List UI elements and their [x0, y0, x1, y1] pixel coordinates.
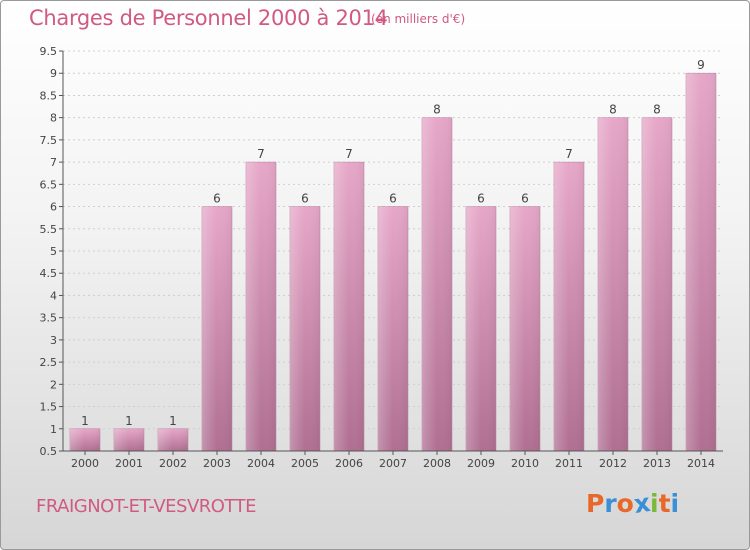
- bar-highlight: [158, 428, 188, 451]
- y-tick-label: 5: [50, 245, 57, 258]
- bar-value-label: 8: [609, 103, 617, 117]
- y-tick-label: 3.5: [40, 312, 58, 325]
- x-tick-label: 2002: [159, 457, 187, 470]
- x-tick-label: 2007: [379, 457, 407, 470]
- logo-letter: t: [658, 489, 671, 518]
- y-tick-label: 0.5: [40, 445, 58, 458]
- bar-highlight: [598, 117, 628, 452]
- x-tick-label: 2004: [247, 457, 275, 470]
- x-tick-label: 2003: [203, 457, 231, 470]
- y-tick-label: 8.5: [40, 89, 58, 102]
- y-tick-label: 3: [50, 334, 57, 347]
- bar-highlight: [422, 117, 452, 452]
- y-tick-label: 5.5: [40, 223, 58, 236]
- bar-highlight: [70, 428, 100, 451]
- logo-letter: o: [616, 489, 634, 518]
- y-tick-label: 6: [50, 201, 57, 214]
- bar-value-label: 6: [213, 192, 221, 206]
- x-tick-label: 2008: [423, 457, 451, 470]
- x-tick-label: 2001: [115, 457, 143, 470]
- y-tick-label: 8: [50, 112, 57, 125]
- y-tick-label: 2.5: [40, 356, 58, 369]
- bar-value-label: 9: [697, 58, 705, 72]
- bar-highlight: [334, 162, 364, 451]
- logo-letter: P: [586, 489, 605, 518]
- y-tick-label: 1: [50, 423, 57, 436]
- x-tick-label: 2009: [467, 457, 495, 470]
- bar-value-label: 1: [81, 414, 89, 428]
- bar-highlight: [290, 206, 320, 451]
- bar-value-label: 7: [345, 147, 353, 161]
- bar-highlight: [686, 73, 716, 451]
- y-tick-label: 2: [50, 378, 57, 391]
- y-tick-label: 1.5: [40, 401, 58, 414]
- x-tick-label: 2010: [511, 457, 539, 470]
- bar-value-label: 1: [169, 414, 177, 428]
- x-tick-label: 2013: [643, 457, 671, 470]
- y-tick-label: 9.5: [40, 45, 58, 58]
- proxiti-logo: Proxiti: [586, 488, 680, 519]
- bar-value-label: 8: [433, 103, 441, 117]
- chart-title: Charges de Personnel 2000 à 2014: [29, 6, 388, 30]
- x-tick-label: 2006: [335, 457, 363, 470]
- y-tick-label: 6.5: [40, 178, 58, 191]
- logo-letter: i: [670, 489, 680, 518]
- bar-value-label: 1: [125, 414, 133, 428]
- y-tick-label: 4.5: [40, 267, 58, 280]
- x-tick-label: 2011: [555, 457, 583, 470]
- bar-highlight: [554, 162, 584, 451]
- commune-name: FRAIGNOT-ET-VESVROTTE: [36, 496, 256, 517]
- bar-highlight: [114, 428, 144, 451]
- logo-letter: r: [604, 489, 617, 518]
- bar-value-label: 6: [301, 192, 309, 206]
- x-tick-label: 2005: [291, 457, 319, 470]
- bar-value-label: 6: [521, 192, 529, 206]
- bar-value-label: 8: [653, 103, 661, 117]
- logo-letter: x: [631, 488, 652, 519]
- y-tick-label: 7.5: [40, 134, 58, 147]
- x-tick-label: 2014: [687, 457, 715, 470]
- x-tick-label: 2000: [71, 457, 99, 470]
- logo-letter: i: [650, 489, 659, 518]
- bar-value-label: 7: [565, 147, 573, 161]
- y-tick-label: 7: [50, 156, 57, 169]
- bar-highlight: [246, 162, 276, 451]
- bar-highlight: [202, 206, 232, 451]
- bar-value-label: 6: [477, 192, 485, 206]
- chart-unit: (en milliers d'€): [371, 12, 466, 26]
- bar-highlight: [510, 206, 540, 451]
- bar-value-label: 6: [389, 192, 397, 206]
- bar-highlight: [642, 117, 672, 452]
- y-tick-label: 4: [50, 289, 57, 302]
- bar-value-label: 7: [257, 147, 265, 161]
- bar-highlight: [466, 206, 496, 451]
- bar-highlight: [378, 206, 408, 451]
- x-tick-label: 2012: [599, 457, 627, 470]
- y-tick-label: 9: [50, 67, 57, 80]
